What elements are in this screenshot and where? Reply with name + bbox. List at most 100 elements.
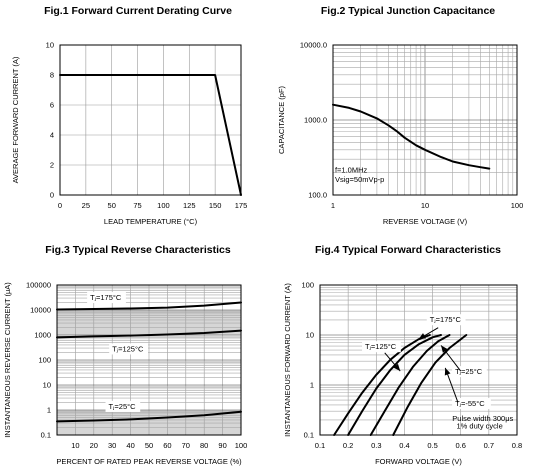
y-tick-label: 10000.0 bbox=[300, 41, 327, 50]
y-tick-label: 100 bbox=[301, 281, 314, 290]
x-tick-label: 40 bbox=[126, 441, 134, 450]
annotation-label: 1% duty cycle bbox=[456, 421, 502, 430]
plot-frame bbox=[59, 44, 242, 196]
y-tick-label: 6 bbox=[50, 101, 54, 110]
x-tick-label: 0.8 bbox=[512, 441, 522, 450]
x-tick-label: 0.2 bbox=[343, 441, 353, 450]
y-tick-label: 10 bbox=[306, 331, 314, 340]
annotation-background bbox=[452, 398, 491, 410]
series-line-3 bbox=[56, 410, 242, 423]
x-axis-label: LEAD TEMPERATURE (°C) bbox=[104, 217, 198, 226]
annotation-label: Tⱼ=-55°C bbox=[455, 399, 485, 408]
y-tick-label: 100000 bbox=[26, 281, 51, 290]
x-tick-label: 150 bbox=[209, 201, 222, 210]
arrowhead bbox=[418, 333, 427, 340]
y-tick-label: 100.0 bbox=[308, 191, 327, 200]
x-tick-label: 100 bbox=[511, 201, 524, 210]
annotation-background bbox=[87, 292, 126, 304]
x-tick-label: 0.4 bbox=[399, 441, 409, 450]
y-tick-label: 0 bbox=[50, 191, 54, 200]
y-tick-label: 4 bbox=[50, 131, 54, 140]
x-tick-label: 0 bbox=[58, 201, 62, 210]
x-tick-label: 10 bbox=[421, 201, 429, 210]
series-line-1 bbox=[59, 74, 242, 196]
x-tick-label: 0.1 bbox=[315, 441, 325, 450]
y-tick-label: 1000 bbox=[34, 331, 51, 340]
series-line-2 bbox=[347, 334, 442, 436]
y-tick-label: 1 bbox=[310, 381, 314, 390]
x-tick-label: 75 bbox=[133, 201, 141, 210]
annotation-label: Tⱼ=25°C bbox=[455, 367, 483, 376]
x-tick-label: 25 bbox=[82, 201, 90, 210]
y-tick-label: 1 bbox=[47, 406, 51, 415]
x-tick-label: 100 bbox=[157, 201, 170, 210]
arrowhead bbox=[444, 367, 451, 376]
x-tick-label: 125 bbox=[183, 201, 196, 210]
annotation-background bbox=[452, 366, 487, 378]
x-tick-label: 10 bbox=[71, 441, 79, 450]
annotation-label: Pulse width 300μs bbox=[452, 414, 513, 423]
chart-4: Fig.4 Typical Forward Characteristics 0.1… bbox=[283, 244, 522, 466]
y-tick-label: 100 bbox=[38, 356, 51, 365]
y-axis-label: INSTANTANEOUS REVERSE CURRENT (μA) bbox=[3, 282, 12, 438]
y-axis-label: INSTANTANEOUS FORWARD CURRENT (A) bbox=[283, 283, 292, 437]
y-tick-label: 0.1 bbox=[41, 431, 51, 440]
series-line-3 bbox=[369, 334, 451, 436]
series-line-1 bbox=[333, 334, 431, 436]
series-line-4 bbox=[392, 334, 468, 436]
x-tick-label: 80 bbox=[200, 441, 208, 450]
annotation-background bbox=[109, 343, 148, 355]
chart-title: Fig.3 Typical Reverse Characteristics bbox=[45, 244, 231, 256]
annotation-label: Vsig=50mVp-p bbox=[335, 175, 384, 184]
x-tick-label: 90 bbox=[218, 441, 226, 450]
y-tick-label: 10 bbox=[46, 41, 54, 50]
y-tick-label: 0.1 bbox=[304, 431, 314, 440]
plot-area bbox=[60, 45, 241, 195]
plot-frame bbox=[319, 284, 518, 436]
chart-title: Fig.1 Forward Current Derating Curve bbox=[44, 5, 232, 17]
x-tick-label: 0.7 bbox=[484, 441, 494, 450]
arrowhead bbox=[441, 345, 448, 353]
x-tick-label: 100 bbox=[235, 441, 248, 450]
annotation-label: Tⱼ=25°C bbox=[109, 402, 137, 411]
x-tick-label: 60 bbox=[163, 441, 171, 450]
chart-3: Fig.3 Typical Reverse Characteristics 10 2… bbox=[3, 244, 247, 466]
y-axis-label: AVERAGE FORWARD CURRENT (A) bbox=[11, 56, 20, 183]
annotation-label: Tⱼ=175°C bbox=[90, 293, 122, 302]
x-tick-label: 70 bbox=[182, 441, 190, 450]
annotation-background bbox=[105, 400, 141, 412]
x-tick-label: 50 bbox=[108, 201, 116, 210]
chart-title: Fig.2 Typical Junction Capacitance bbox=[321, 5, 495, 17]
x-tick-label: 175 bbox=[235, 201, 248, 210]
x-tick-label: 50 bbox=[145, 441, 153, 450]
chart-1: Fig.1 Forward Current Derating Curve 0 25 5… bbox=[11, 5, 247, 226]
plot-frame bbox=[56, 284, 242, 436]
series-line-1 bbox=[56, 301, 242, 311]
annotation-label: f=1.0MHz bbox=[335, 165, 368, 174]
series-line-2 bbox=[56, 329, 242, 339]
x-axis-label: FORWARD VOLTAGE (V) bbox=[375, 457, 462, 466]
x-tick-label: 0.3 bbox=[371, 441, 381, 450]
x-axis-label: REVERSE VOLTAGE (V) bbox=[383, 217, 468, 226]
y-tick-label: 8 bbox=[50, 71, 54, 80]
annotation-label: Tⱼ=125°C bbox=[112, 344, 144, 353]
x-tick-label: 30 bbox=[108, 441, 116, 450]
y-tick-label: 10000 bbox=[30, 306, 51, 315]
x-tick-label: 20 bbox=[90, 441, 98, 450]
series-line-1 bbox=[332, 103, 491, 170]
x-tick-label: 0.5 bbox=[427, 441, 437, 450]
annotation-background bbox=[426, 314, 466, 326]
x-tick-label: 0.6 bbox=[455, 441, 465, 450]
plot-frame bbox=[332, 44, 518, 196]
chart-title: Fig.4 Typical Forward Characteristics bbox=[315, 244, 501, 256]
y-tick-label: 1000.0 bbox=[304, 116, 327, 125]
x-tick-label: 1 bbox=[331, 201, 335, 210]
x-axis-label: PERCENT OF RATED PEAK REVERSE VOLTAGE (%… bbox=[56, 457, 242, 466]
y-tick-label: 10 bbox=[43, 381, 51, 390]
y-axis-label: CAPACITANCE (pF) bbox=[277, 85, 286, 154]
annotation-label: Tⱼ=125°C bbox=[365, 342, 397, 351]
annotation-label: Tⱼ=175°C bbox=[430, 315, 462, 324]
chart-2: Fig.2 Typical Junction Capacitance 1 10 100… bbox=[277, 5, 523, 226]
annotation-background bbox=[362, 341, 401, 353]
